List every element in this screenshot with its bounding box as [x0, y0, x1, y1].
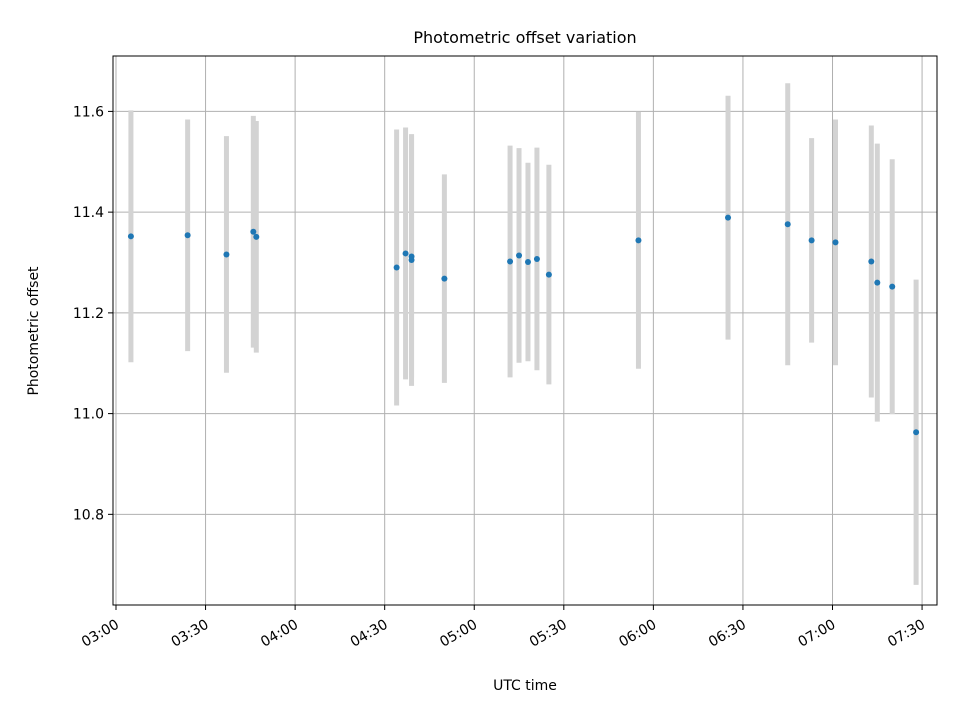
data-point [516, 252, 523, 259]
plot-area-frame [112, 55, 938, 606]
data-point [874, 279, 881, 286]
x-tick-label: 07:00 [796, 617, 839, 651]
data-point [441, 275, 448, 282]
data-point [408, 253, 415, 260]
y-tick-label: 11.2 [73, 306, 104, 322]
y-tick-label: 11.6 [73, 104, 104, 120]
data-point [725, 214, 732, 221]
x-axis-label: UTC time [493, 678, 557, 694]
data-point [127, 233, 134, 240]
data-points [127, 214, 920, 436]
data-point [868, 258, 875, 265]
data-point [524, 259, 531, 266]
chart-title: Photometric offset variation [413, 28, 636, 47]
data-point [832, 239, 839, 246]
x-tick-label: 03:00 [79, 617, 122, 651]
x-tick-label: 05:30 [527, 617, 570, 651]
y-tick-label: 10.8 [73, 507, 104, 523]
x-tick-label: 04:30 [348, 617, 391, 651]
data-point [808, 237, 815, 244]
data-point [545, 271, 552, 278]
x-tick-label: 07:30 [885, 617, 928, 651]
data-point [784, 221, 791, 228]
axis-ticks: 03:00 03:30 04:00 04:30 05:00 05:30 06:00 06:30… [73, 104, 928, 650]
y-axis-label: Photometric offset [26, 266, 42, 396]
grid-lines [113, 56, 937, 605]
x-tick-label: 06:30 [706, 617, 749, 651]
data-point [250, 228, 257, 235]
x-tick-label: 06:00 [616, 617, 659, 651]
x-tick-label: 05:00 [437, 617, 480, 651]
data-point [223, 251, 230, 258]
x-tick-label: 04:00 [258, 617, 301, 651]
data-point [913, 429, 920, 436]
data-point [889, 283, 896, 290]
y-tick-label: 11.0 [73, 407, 104, 423]
data-point [635, 237, 642, 244]
data-point [393, 264, 400, 271]
y-tick-label: 11.4 [73, 205, 104, 221]
data-point [533, 255, 540, 262]
error-bars [128, 83, 919, 585]
data-point [184, 232, 191, 239]
x-tick-label: 03:30 [169, 617, 212, 651]
data-point [402, 250, 409, 257]
data-point [507, 258, 514, 265]
data-point [253, 233, 260, 240]
